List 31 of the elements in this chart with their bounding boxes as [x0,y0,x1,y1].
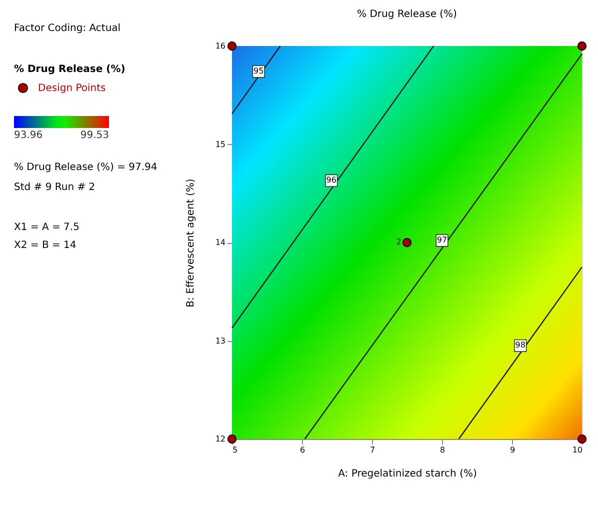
legend-label: Design Points [38,83,106,94]
x-tick-label: 9 [510,446,516,454]
annotation: 98 [515,340,526,350]
chart-title: % Drug Release (%) [357,9,458,20]
point [402,238,412,248]
x-tick-label: 7 [370,446,376,454]
text: Factor Coding: Actual [14,23,121,34]
color-bar-label: 99.53 [80,130,109,141]
annotation: 95 [254,66,264,76]
text: X2 = B = 14 [14,240,76,251]
text: Std # 9 Run # 2 [14,182,96,193]
text: % Drug Release (%) = 97.94 [14,162,158,173]
y-tick-label: 16 [215,42,226,50]
y-tick-label: 13 [215,336,226,346]
annotation: 96 [326,176,336,185]
x-axis-title: A: Pregelatinized starch (%) [338,468,477,480]
x-tick-label: 8 [440,446,446,454]
x-tick-label: 5 [232,446,238,454]
x-tick-label: 6 [300,446,306,454]
y-tick-label: 12 [215,434,226,444]
annotation: 2 [396,238,402,246]
text: X1 = A = 7.5 [14,222,80,233]
y-axis-title: B: Effervescent agent (%) [185,178,196,308]
legend-title: % Drug Release (%) [14,64,126,75]
x-tick-label: 10 [572,446,582,454]
y-tick-label: 15 [215,140,226,149]
point [227,41,237,51]
color-bar-label: 93.96 [14,130,43,141]
annotation: 97 [436,236,448,245]
point [577,41,587,51]
y-tick-label: 14 [215,238,226,247]
